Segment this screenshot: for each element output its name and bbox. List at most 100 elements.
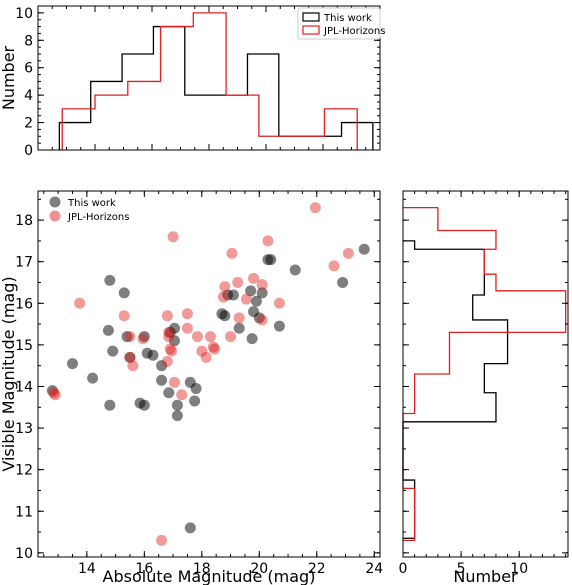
y-tick-label: 6 xyxy=(24,61,33,77)
scatter-point-this-work xyxy=(104,274,116,286)
scatter-point-jpl xyxy=(256,279,268,291)
y-tick-label: 13 xyxy=(15,421,33,437)
legend-entry: This work xyxy=(67,198,116,209)
x-tick-label: 18 xyxy=(193,561,211,577)
scatter-point-this-work xyxy=(189,395,201,407)
axes-frame xyxy=(37,190,381,558)
scatter-point-jpl xyxy=(207,341,219,353)
scatter-point-jpl xyxy=(219,281,231,293)
scatter-point-this-work xyxy=(87,372,99,384)
y-tick-label: 8 xyxy=(24,33,33,49)
y-tick-label: 17 xyxy=(15,255,33,271)
scatter-point-jpl xyxy=(328,260,340,272)
scatter-point-jpl xyxy=(164,343,176,355)
scatter-point-jpl xyxy=(118,310,130,322)
scatter-point-this-work xyxy=(169,322,181,334)
scatter-point-this-work xyxy=(337,277,349,288)
scatter-point-jpl xyxy=(196,345,208,357)
legend-entry: JPL-Horizons xyxy=(67,212,129,223)
x-tick-label: 0 xyxy=(399,561,408,577)
scatter-point-this-work xyxy=(233,322,245,334)
y-tick-label: 15 xyxy=(15,338,33,354)
scatter-point-this-work xyxy=(171,410,183,422)
scatter-point-this-work xyxy=(171,399,183,411)
histogram-series-this-work xyxy=(58,25,374,150)
scatter-point-this-work xyxy=(256,287,268,299)
y-tick-label: 12 xyxy=(15,463,33,479)
x-tick-label: 14 xyxy=(78,561,96,577)
x-tick-label: 20 xyxy=(250,561,268,577)
scatter-point-jpl xyxy=(48,387,60,399)
scatter-point-jpl xyxy=(169,376,181,388)
scatter-point-this-work xyxy=(227,289,239,301)
y-tick-label: 11 xyxy=(15,504,33,520)
scatter-point-this-work xyxy=(250,295,262,307)
scatter-point-jpl xyxy=(127,360,139,372)
x-tick-label: 10 xyxy=(510,561,528,577)
histogram-series-jpl-horizons xyxy=(402,206,567,542)
y-tick-label: 16 xyxy=(15,296,33,312)
scatter-point-jpl xyxy=(181,308,193,320)
x-tick-label: 24 xyxy=(365,561,383,577)
histogram-series-this-work xyxy=(402,240,509,539)
scatter-point-jpl xyxy=(163,326,175,338)
scatter-point-jpl xyxy=(232,277,244,288)
scatter-point-jpl xyxy=(137,333,149,345)
legend-marker xyxy=(49,196,61,208)
scatter-point-jpl xyxy=(167,231,179,243)
scatter-point-jpl xyxy=(49,389,61,401)
scatter-point-jpl xyxy=(342,247,354,259)
legend-entry: JPL-Horizons xyxy=(323,26,385,37)
y-tick-label: 10 xyxy=(15,6,33,22)
scatter-point-this-work xyxy=(253,312,265,324)
scatter-point-this-work xyxy=(245,285,257,297)
y-axis-label: Number xyxy=(0,45,18,110)
scatter-point-this-work xyxy=(121,331,133,343)
legend-swatch xyxy=(302,12,320,22)
scatter-point-jpl xyxy=(204,331,216,343)
scatter-point-this-work xyxy=(124,351,136,363)
scatter-point-this-work xyxy=(147,349,159,361)
histogram-series-jpl-horizons xyxy=(61,12,358,150)
scatter-point-jpl xyxy=(181,322,193,334)
scatter-point-this-work xyxy=(46,385,58,397)
scatter-point-jpl xyxy=(262,235,274,247)
scatter-point-jpl xyxy=(192,331,204,343)
scatter-point-this-work xyxy=(246,333,258,345)
scatter-point-this-work xyxy=(138,331,150,343)
y-axis-label: Visible Magnitude (mag) xyxy=(0,276,18,471)
top-histogram-panel: 0 2 4 6 8 10 Number This work JPL-Horizons xyxy=(0,5,385,159)
scatter-point-jpl xyxy=(163,331,175,343)
y-tick-label: 10 xyxy=(15,546,33,562)
legend-marker xyxy=(49,210,61,222)
y-tick-label: 4 xyxy=(24,88,33,104)
x-axis-label: Absolute Magnitude (mag) xyxy=(103,567,316,585)
scatter-point-this-work xyxy=(358,243,370,255)
y-tick-label: 2 xyxy=(24,116,33,132)
scatter-point-jpl xyxy=(74,297,86,309)
scatter-point-this-work xyxy=(118,287,130,299)
scatter-point-jpl xyxy=(217,291,229,303)
scatter-point-jpl xyxy=(225,331,237,343)
y-tick-label: 18 xyxy=(15,213,33,229)
scatter-point-jpl xyxy=(124,331,136,343)
scatter-point-jpl xyxy=(124,351,136,363)
scatter-point-jpl xyxy=(161,310,173,322)
axes-frame xyxy=(402,190,569,558)
scatter-point-this-work xyxy=(190,383,202,395)
y-tick-label: 0 xyxy=(24,143,33,159)
scatter-point-this-work xyxy=(66,358,78,370)
scatter-point-this-work xyxy=(107,345,119,357)
scatter-point-jpl xyxy=(176,389,188,401)
scatter-point-this-work xyxy=(184,522,196,534)
scatter-point-this-work xyxy=(156,360,168,372)
scatter-point-jpl xyxy=(226,247,238,259)
scatter-point-jpl xyxy=(209,343,221,355)
scatter-point-jpl xyxy=(161,356,173,368)
scatter-point-jpl xyxy=(248,272,260,284)
scatter-point-jpl xyxy=(240,293,252,305)
scatter-point-jpl xyxy=(156,534,168,546)
